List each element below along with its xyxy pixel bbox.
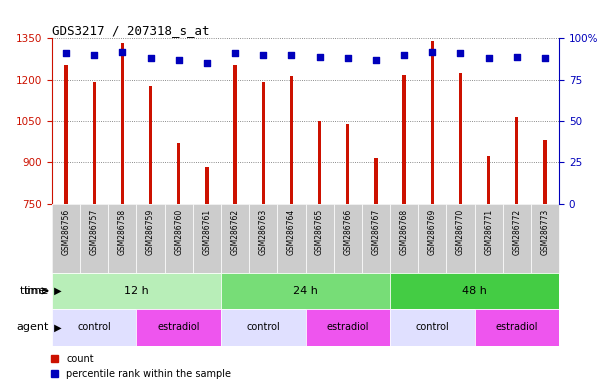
- Text: control: control: [415, 322, 449, 333]
- Bar: [177, 143, 180, 204]
- Text: GSM286766: GSM286766: [343, 209, 353, 255]
- Bar: [346, 124, 349, 204]
- Bar: [531, 204, 559, 273]
- Bar: [403, 75, 406, 204]
- Text: GSM286758: GSM286758: [118, 209, 127, 255]
- Point: [315, 53, 324, 60]
- Text: GSM286764: GSM286764: [287, 209, 296, 255]
- Legend: count, percentile rank within the sample: count, percentile rank within the sample: [51, 354, 231, 379]
- Point: [343, 55, 353, 61]
- Point: [61, 50, 71, 56]
- Text: GSM286762: GSM286762: [230, 209, 240, 255]
- Bar: [52, 204, 80, 273]
- Text: control: control: [78, 322, 111, 333]
- Text: control: control: [246, 322, 280, 333]
- Text: GSM286759: GSM286759: [146, 209, 155, 255]
- Bar: [447, 204, 475, 273]
- Bar: [459, 73, 462, 204]
- Point: [371, 57, 381, 63]
- Text: 12 h: 12 h: [124, 286, 149, 296]
- Point: [456, 50, 466, 56]
- Bar: [390, 309, 475, 346]
- Point: [540, 55, 550, 61]
- Point: [145, 55, 155, 61]
- Bar: [221, 273, 390, 309]
- Bar: [221, 204, 249, 273]
- Text: 48 h: 48 h: [462, 286, 487, 296]
- Point: [399, 52, 409, 58]
- Text: GDS3217 / 207318_s_at: GDS3217 / 207318_s_at: [52, 24, 210, 37]
- Point: [174, 57, 184, 63]
- Bar: [249, 204, 277, 273]
- Bar: [515, 117, 519, 204]
- Bar: [390, 204, 418, 273]
- Bar: [193, 204, 221, 273]
- Bar: [64, 65, 68, 204]
- Bar: [108, 204, 136, 273]
- Bar: [290, 76, 293, 204]
- Point: [117, 48, 127, 55]
- Bar: [221, 309, 306, 346]
- Point: [89, 52, 99, 58]
- Text: GSM286767: GSM286767: [371, 209, 381, 255]
- Point: [230, 50, 240, 56]
- Point: [512, 53, 522, 60]
- Text: estradiol: estradiol: [326, 322, 369, 333]
- Text: estradiol: estradiol: [158, 322, 200, 333]
- Text: GSM286772: GSM286772: [512, 209, 521, 255]
- Text: GSM286763: GSM286763: [258, 209, 268, 255]
- Bar: [277, 204, 306, 273]
- Text: GSM286765: GSM286765: [315, 209, 324, 255]
- Text: GSM286768: GSM286768: [400, 209, 409, 255]
- Text: GSM286773: GSM286773: [541, 209, 549, 255]
- Bar: [92, 82, 96, 204]
- Text: GSM286769: GSM286769: [428, 209, 437, 255]
- Bar: [375, 158, 378, 204]
- Text: 24 h: 24 h: [293, 286, 318, 296]
- Point: [258, 52, 268, 58]
- Text: GSM286760: GSM286760: [174, 209, 183, 255]
- Bar: [121, 43, 124, 204]
- Point: [287, 52, 296, 58]
- Text: ▶: ▶: [51, 322, 62, 333]
- Point: [202, 60, 212, 66]
- Bar: [164, 204, 193, 273]
- Bar: [503, 204, 531, 273]
- Bar: [136, 309, 221, 346]
- Bar: [233, 65, 236, 204]
- Bar: [306, 204, 334, 273]
- Text: time: time: [20, 286, 49, 296]
- Bar: [487, 156, 490, 204]
- Text: time: time: [24, 286, 49, 296]
- Text: agent: agent: [16, 322, 49, 333]
- Text: GSM286761: GSM286761: [202, 209, 211, 255]
- Bar: [205, 167, 208, 204]
- Bar: [52, 273, 221, 309]
- Point: [428, 48, 437, 55]
- Bar: [306, 309, 390, 346]
- Bar: [543, 140, 547, 204]
- Text: GSM286756: GSM286756: [62, 209, 70, 255]
- Bar: [52, 309, 136, 346]
- Bar: [136, 204, 164, 273]
- Text: estradiol: estradiol: [496, 322, 538, 333]
- Bar: [390, 273, 559, 309]
- Bar: [475, 309, 559, 346]
- Point: [484, 55, 494, 61]
- Bar: [418, 204, 447, 273]
- Bar: [80, 204, 108, 273]
- Text: ▶: ▶: [51, 286, 62, 296]
- Bar: [431, 41, 434, 204]
- Bar: [362, 204, 390, 273]
- Bar: [334, 204, 362, 273]
- Bar: [318, 121, 321, 204]
- Text: GSM286770: GSM286770: [456, 209, 465, 255]
- Bar: [149, 86, 152, 204]
- Bar: [475, 204, 503, 273]
- Bar: [262, 82, 265, 204]
- Text: GSM286757: GSM286757: [90, 209, 99, 255]
- Text: GSM286771: GSM286771: [484, 209, 493, 255]
